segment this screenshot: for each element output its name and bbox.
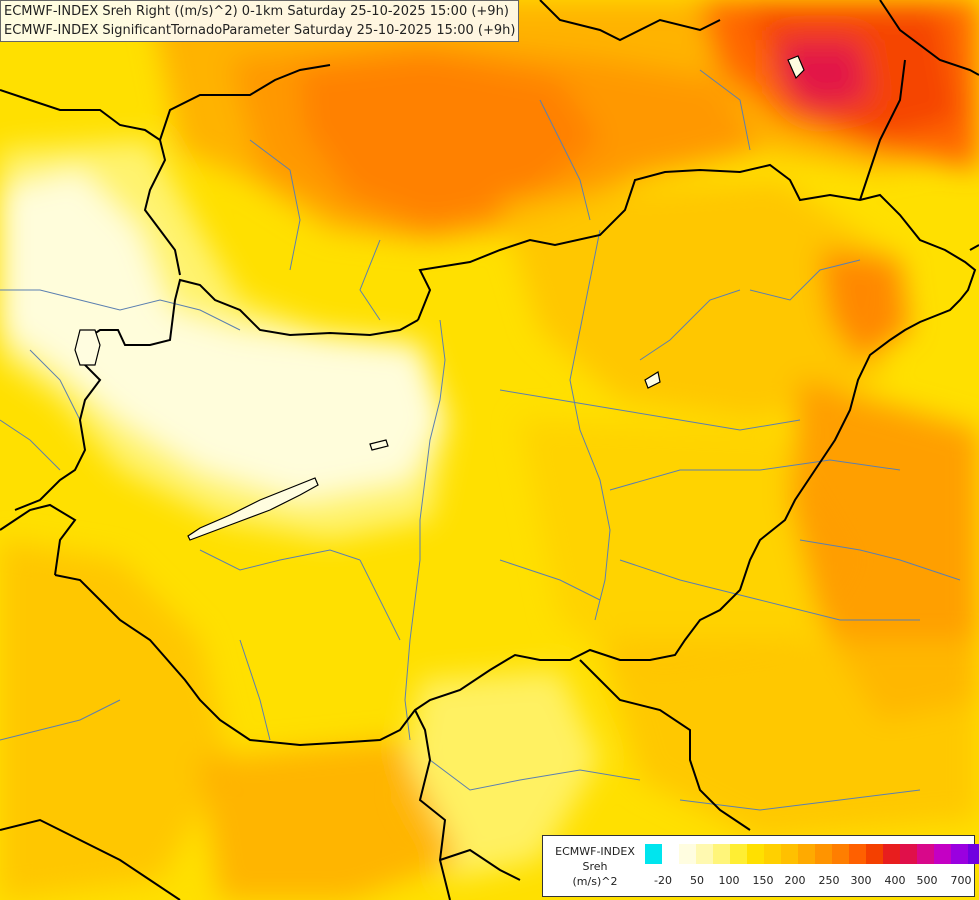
country-border <box>439 848 521 881</box>
legend-swatch <box>662 844 679 864</box>
river-line <box>249 139 301 271</box>
legend-color-bar <box>645 844 979 864</box>
country-border <box>879 0 979 76</box>
sreh-contour-region <box>0 170 440 500</box>
sreh-contour-region <box>500 180 900 420</box>
sreh-contour-region <box>790 380 979 720</box>
country-border <box>859 59 906 201</box>
river-line <box>539 99 591 221</box>
lake-outline <box>187 477 319 541</box>
legend-swatch <box>764 844 781 864</box>
legend-swatch <box>730 844 747 864</box>
river-line <box>404 319 446 741</box>
legend-swatch <box>951 844 968 864</box>
river-line <box>749 259 861 301</box>
legend-swatch <box>849 844 866 864</box>
river-line <box>359 239 381 321</box>
sreh-contour-region <box>400 670 600 880</box>
legend-swatch <box>679 844 696 864</box>
sreh-contour-region <box>300 55 600 225</box>
legend-swatch <box>815 844 832 864</box>
river-line <box>429 759 641 791</box>
river-line <box>639 289 741 361</box>
legend-tick-label: 400 <box>884 874 906 887</box>
river-line <box>239 639 271 741</box>
river-line <box>0 699 121 741</box>
lake-outline <box>644 371 661 389</box>
country-border <box>969 244 979 251</box>
country-border <box>0 503 77 576</box>
country-border <box>14 278 419 511</box>
legend-swatch <box>917 844 934 864</box>
legend-tick-labels: -20 50 100 150 200 250 300 400 500 700 <box>645 874 972 888</box>
legend-tick-label: 500 <box>916 874 938 887</box>
sreh-contour-region <box>820 250 910 360</box>
sreh-contour-region <box>600 640 979 840</box>
river-line <box>609 459 901 491</box>
map-title-line-2: ECMWF-INDEX SignificantTornadoParameter … <box>4 23 516 38</box>
lake-outline <box>369 439 389 451</box>
legend-swatch <box>645 844 662 864</box>
river-line <box>699 69 751 151</box>
legend-title-unit: (m/s)^2 <box>572 875 618 888</box>
map-title-line-1: ECMWF-INDEX Sreh Right ((m/s)^2) 0-1km S… <box>4 4 509 19</box>
legend-swatch <box>968 844 979 864</box>
sreh-contour-region <box>0 540 230 900</box>
legend-swatch <box>781 844 798 864</box>
legend-tick-label: 300 <box>850 874 872 887</box>
river-line <box>359 559 401 641</box>
legend-tick-label: 200 <box>784 874 806 887</box>
country-border <box>579 659 751 831</box>
river-line <box>569 229 611 621</box>
sreh-contour-region <box>520 420 860 680</box>
river-line <box>29 349 81 421</box>
legend-swatch <box>798 844 815 864</box>
legend-title: ECMWF-INDEX Sreh (m/s)^2 <box>547 844 643 889</box>
legend-swatch <box>713 844 730 864</box>
legend-tick-label: -20 <box>654 874 672 887</box>
legend-tick-label: 250 <box>818 874 840 887</box>
lake-outline <box>74 329 101 366</box>
legend-swatch <box>900 844 917 864</box>
river-line <box>619 559 920 621</box>
legend-title-variable: Sreh <box>582 860 608 873</box>
legend-tick-label: 100 <box>718 874 740 887</box>
sreh-contour-region <box>780 40 870 110</box>
country-border <box>0 818 181 900</box>
legend-swatch <box>934 844 951 864</box>
legend-swatch <box>866 844 883 864</box>
country-border <box>539 0 721 42</box>
lake-layer <box>74 55 805 541</box>
map-title-box: ECMWF-INDEX Sreh Right ((m/s)^2) 0-1km S… <box>0 0 520 42</box>
legend-tick-label: 150 <box>752 874 774 887</box>
country-border <box>54 163 977 747</box>
river-line <box>499 559 601 601</box>
river-line <box>0 289 241 331</box>
country-border <box>159 64 331 141</box>
legend-title-model: ECMWF-INDEX <box>555 845 635 858</box>
river-line <box>0 419 61 471</box>
legend-swatch <box>747 844 764 864</box>
legend-swatch <box>883 844 900 864</box>
legend-tick-label: 50 <box>690 874 704 887</box>
river-line <box>499 389 801 431</box>
sreh-contour-region <box>200 740 460 900</box>
river-layer <box>0 69 961 811</box>
river-line <box>199 549 361 571</box>
river-line <box>799 539 961 581</box>
legend-tick-label: 700 <box>950 874 972 887</box>
river-line <box>679 789 921 811</box>
color-legend: ECMWF-INDEX Sreh (m/s)^2 -20 50 100 150 200 2… <box>542 835 979 897</box>
legend-swatch <box>832 844 849 864</box>
lake-outline <box>787 55 805 80</box>
legend-swatch <box>696 844 713 864</box>
